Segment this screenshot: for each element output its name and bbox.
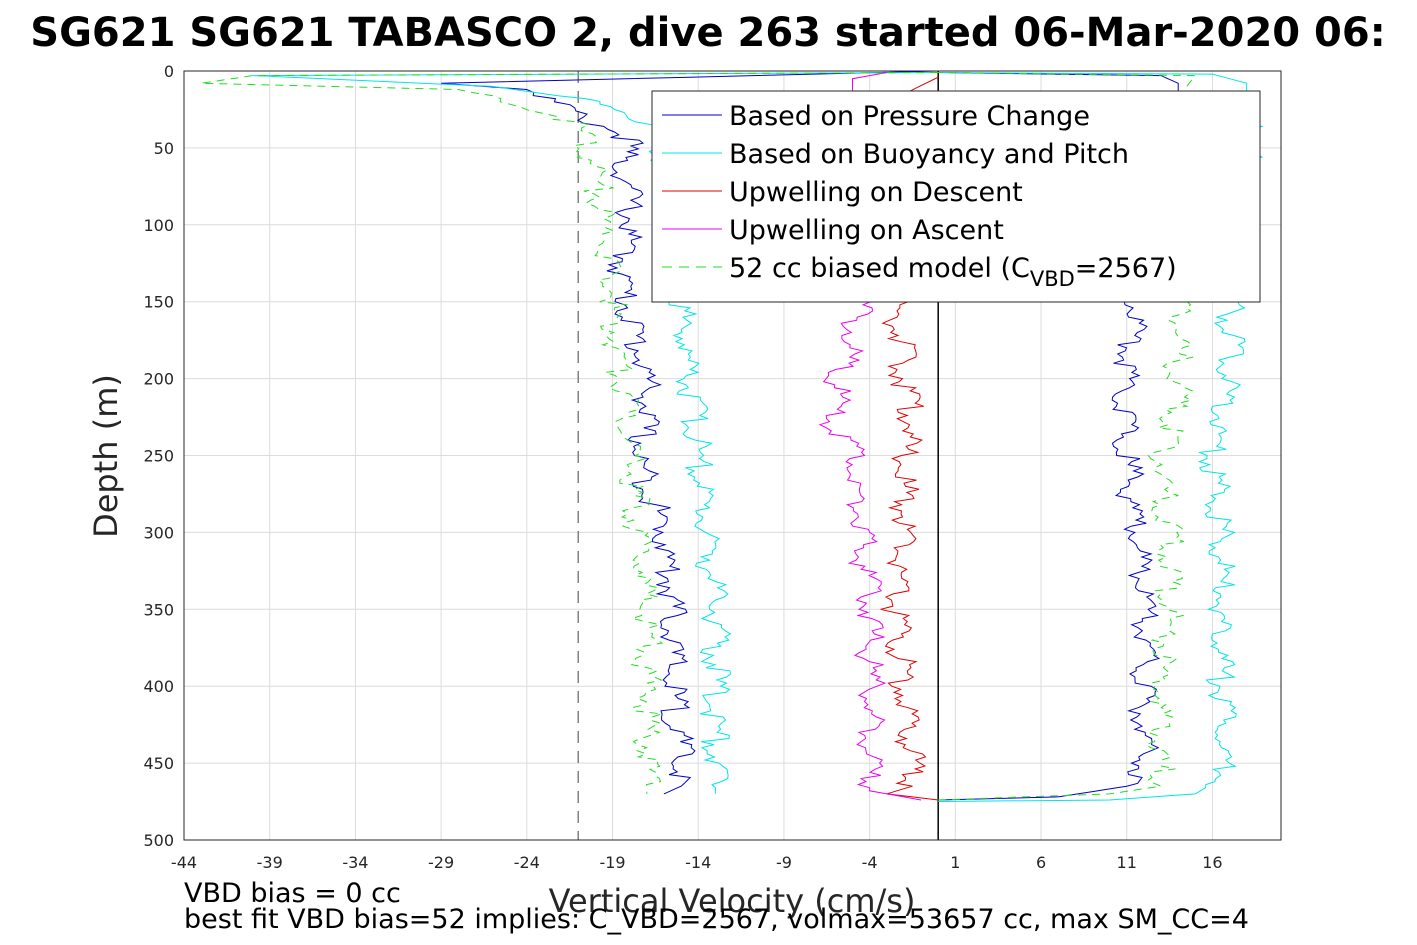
y-tick-label: 450 — [143, 754, 174, 773]
y-tick-label: 400 — [143, 677, 174, 696]
x-axis-label: Vertical Velocity (cm/s) — [549, 882, 916, 920]
legend-label: Based on Pressure Change — [729, 101, 1090, 132]
legend-box — [651, 90, 1261, 303]
y-tick-label: 0 — [164, 62, 174, 81]
footer-bestfit-text: best fit VBD bias=52 implies: C_VBD=2567… — [184, 904, 1249, 935]
y-axis-label: Depth (m) — [87, 374, 125, 538]
legend-label: 52 cc biased model (CVBD=2567) — [729, 253, 1177, 291]
y-tick-label: 350 — [143, 600, 174, 619]
x-tick-label: -44 — [171, 853, 197, 872]
legend-label: Upwelling on Ascent — [729, 215, 1004, 246]
legend: Based on Pressure Change Based on Buoyanc… — [651, 90, 1261, 303]
x-tick-label: -39 — [257, 853, 283, 872]
y-tick-label: 500 — [143, 831, 174, 850]
y-tick-label: 50 — [154, 139, 174, 158]
legend-label: Based on Buoyancy and Pitch — [729, 139, 1129, 170]
chart-title: SG621 SG621 TABASCO 2, dive 263 started … — [30, 10, 1385, 56]
x-tick-label: 1 — [950, 853, 960, 872]
x-tick-label: -4 — [862, 853, 878, 872]
series-line — [201, 72, 939, 794]
series-line — [441, 70, 939, 795]
x-tick-labels: -44 -39 -34 -29 -24 -19 -14 -9 -4 1 6 11 16 — [171, 853, 1223, 872]
legend-label: Upwelling on Descent — [729, 177, 1023, 208]
plot-frame — [183, 70, 1282, 841]
x-tick-label: 11 — [1117, 853, 1137, 872]
x-tick-label: -14 — [685, 853, 711, 872]
y-tick-label: 300 — [143, 523, 174, 542]
x-tick-label: -19 — [599, 853, 625, 872]
x-tick-label: -24 — [514, 853, 540, 872]
y-tick-label: 100 — [143, 216, 174, 235]
x-tick-label: -34 — [342, 853, 368, 872]
x-tick-label: 6 — [1036, 853, 1046, 872]
y-tick-label: 200 — [143, 370, 174, 389]
y-tick-label: 150 — [143, 293, 174, 312]
footer-bias-text: VBD bias = 0 cc — [184, 878, 401, 909]
x-tick-label: 16 — [1202, 853, 1222, 872]
x-tick-label: -9 — [776, 853, 792, 872]
y-tick-label: 250 — [143, 447, 174, 466]
x-tick-label: -29 — [428, 853, 454, 872]
y-tick-labels: 0 50 100 150 200 250 300 350 400 450 500 — [143, 62, 174, 850]
